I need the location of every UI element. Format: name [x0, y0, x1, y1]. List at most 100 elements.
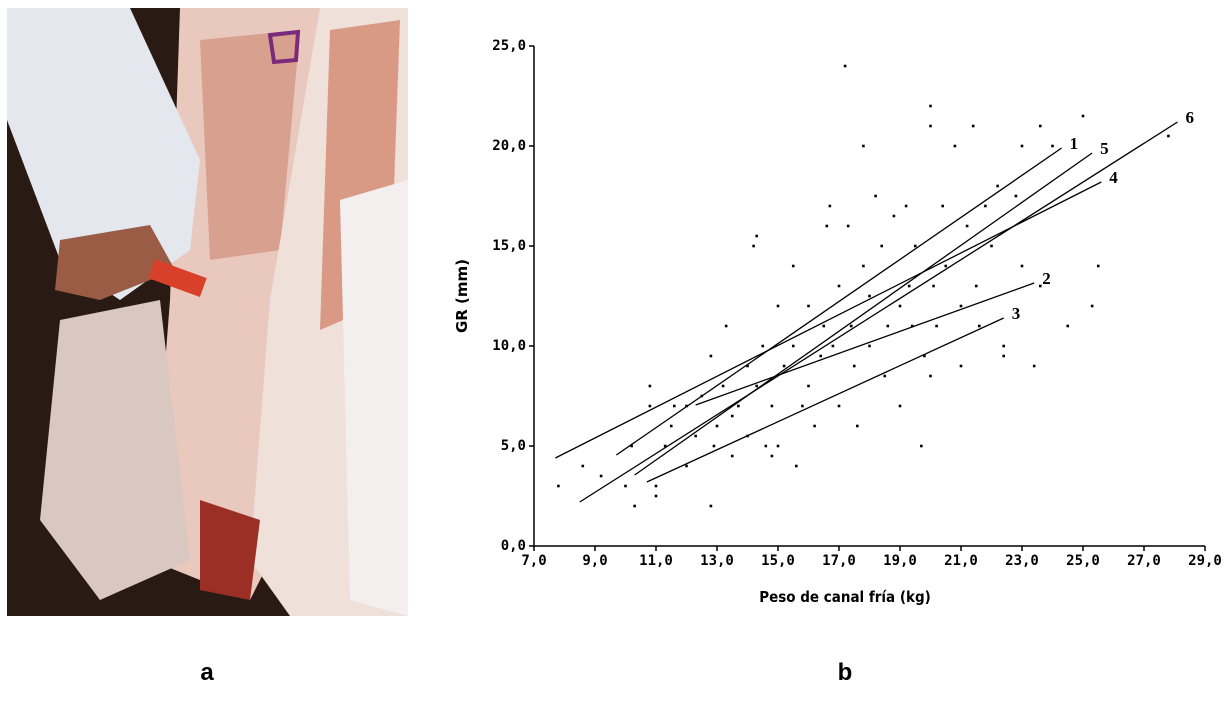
point — [862, 144, 865, 148]
point — [755, 384, 758, 388]
regression-line — [695, 282, 1035, 406]
point — [721, 384, 725, 388]
point — [694, 434, 697, 438]
x-tick-label: 25,0 — [1066, 553, 1100, 569]
point — [624, 484, 627, 488]
point — [764, 444, 768, 448]
point — [776, 444, 780, 448]
x-tick-label: 9,0 — [582, 553, 607, 569]
point — [737, 404, 740, 408]
point — [770, 404, 774, 408]
point — [770, 454, 774, 458]
point — [1014, 194, 1018, 198]
x-axis-title: Peso de canal fría (kg) — [759, 588, 931, 606]
point — [715, 424, 719, 428]
point — [633, 504, 636, 508]
point — [974, 284, 978, 288]
point — [849, 324, 853, 328]
point — [730, 414, 734, 418]
x-tick-label: 7,0 — [521, 553, 546, 569]
x-tick-label: 19,0 — [883, 553, 917, 569]
point — [923, 354, 926, 358]
point — [801, 404, 804, 408]
point — [776, 304, 780, 308]
point — [935, 324, 938, 328]
y-tick-label: 5,0 — [501, 438, 526, 454]
point — [822, 324, 826, 328]
point — [843, 64, 847, 68]
x-tick-label: 27,0 — [1127, 553, 1161, 569]
photo — [7, 8, 408, 616]
point — [599, 474, 603, 478]
point — [910, 324, 914, 328]
x-tick-label: 23,0 — [1005, 553, 1039, 569]
point — [825, 224, 829, 228]
point — [782, 364, 786, 368]
point — [1039, 284, 1042, 288]
point — [1002, 344, 1005, 348]
point — [971, 124, 975, 128]
point — [761, 344, 765, 348]
point — [929, 124, 932, 128]
point — [813, 424, 816, 428]
point — [852, 364, 856, 368]
y-tick-label: 15,0 — [492, 238, 526, 254]
regression-line — [579, 121, 1178, 503]
point — [752, 244, 755, 248]
point — [669, 424, 673, 428]
point — [1039, 124, 1042, 128]
point — [929, 374, 932, 378]
point — [920, 444, 923, 448]
point — [557, 484, 560, 488]
x-tick-label: 15,0 — [761, 553, 795, 569]
point — [654, 484, 658, 488]
point — [944, 264, 948, 268]
panel-label: b — [838, 659, 853, 686]
regression-line — [615, 147, 1063, 456]
y-tick-label: 0,0 — [501, 538, 526, 554]
point — [730, 454, 734, 458]
point — [1020, 264, 1024, 268]
point — [1002, 354, 1005, 358]
regression-line — [555, 181, 1102, 459]
point — [819, 354, 822, 358]
y-tick-label: 25,0 — [492, 38, 526, 54]
point — [846, 224, 850, 228]
point — [630, 444, 633, 448]
point — [1096, 264, 1100, 268]
point — [648, 384, 652, 388]
line-label: 4 — [1109, 168, 1118, 187]
point — [1032, 364, 1036, 368]
x-tick-label: 17,0 — [822, 553, 856, 569]
panel-label: a — [200, 659, 214, 686]
point — [959, 364, 963, 368]
line-label: 6 — [1186, 108, 1195, 127]
y-tick-label: 10,0 — [492, 338, 526, 354]
point — [868, 344, 871, 348]
x-tick-label: 13,0 — [700, 553, 734, 569]
point — [1051, 144, 1054, 148]
point — [953, 144, 957, 148]
point — [907, 284, 911, 288]
point — [755, 234, 758, 238]
point — [746, 364, 749, 368]
point — [1020, 144, 1024, 148]
point — [904, 204, 908, 208]
point — [959, 304, 963, 308]
point — [685, 464, 688, 468]
point — [807, 384, 810, 388]
point — [978, 324, 981, 328]
point — [791, 344, 795, 348]
point — [941, 204, 944, 208]
regression-line — [634, 152, 1093, 476]
line-label: 5 — [1100, 139, 1109, 158]
line-label: 2 — [1042, 269, 1051, 288]
point — [837, 284, 841, 288]
point — [828, 204, 832, 208]
point — [831, 344, 835, 348]
point — [874, 194, 877, 198]
point — [1167, 134, 1170, 138]
point — [898, 404, 902, 408]
